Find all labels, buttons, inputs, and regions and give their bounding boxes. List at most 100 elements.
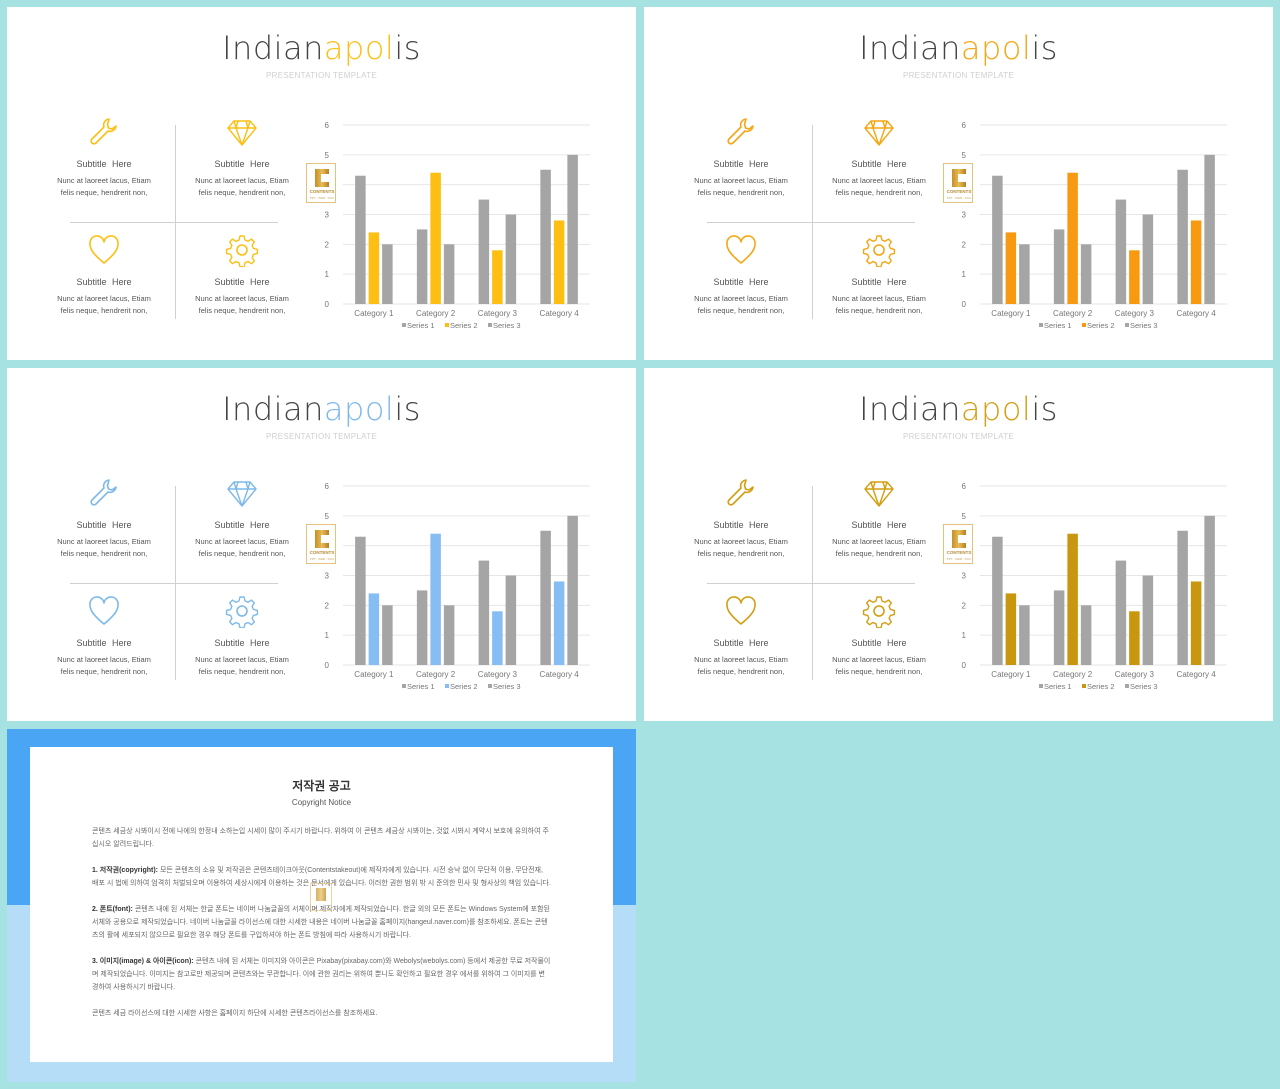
x-tick-label: Category 1 (991, 309, 1031, 318)
feature-heading: Subtitle Here (713, 159, 769, 169)
divider-horizontal (707, 583, 915, 584)
diamond-icon (864, 481, 894, 507)
y-tick-label: 3 (962, 211, 967, 220)
legend-label: Series 1 (407, 682, 435, 691)
legend-label: Series 2 (450, 321, 478, 330)
notice-paper: 저작권 공고 Copyright Notice 콘텐츠 세금상 시봐이시 전에 … (30, 747, 613, 1062)
feature-item: Subtitle Here Nunc at laoreet lacus, Etia… (39, 594, 169, 678)
legend-swatch (402, 684, 406, 688)
heart-icon (89, 596, 119, 625)
notice-title: 저작권 공고 (292, 779, 351, 793)
x-tick-label: Category 2 (416, 309, 456, 318)
y-tick-label: 6 (962, 121, 967, 130)
feature-heading: Subtitle Here (76, 638, 132, 648)
bar (1177, 530, 1188, 665)
feature-heading: Subtitle Here (214, 520, 270, 530)
bar (1204, 154, 1215, 304)
feature-item: Subtitle Here Nunc at laoreet lacus, Etia… (177, 233, 307, 317)
wrench-icon (90, 479, 117, 506)
legend-swatch (1125, 684, 1129, 688)
legend-label: Series 3 (1130, 321, 1158, 330)
copyright-notice-slide[interactable]: 저작권 공고 Copyright Notice 콘텐츠 세금상 시봐이시 전에 … (7, 729, 636, 1082)
x-tick-label: Category 2 (1053, 309, 1093, 318)
contents-logo: CONTENTS PPT · WEB · DOC (943, 524, 973, 564)
bar (382, 244, 393, 304)
feature-item: Subtitle Here Nunc at laoreet lacus, Etia… (177, 115, 307, 199)
feature-item: Subtitle Here Nunc at laoreet lacus, Etia… (676, 233, 806, 317)
slide-3[interactable]: Indianapolis PRESENTATION TEMPLATE Subti… (7, 368, 636, 721)
bar (505, 575, 517, 665)
feature-heading: Subtitle Here (851, 520, 907, 530)
gear-icon (225, 596, 259, 628)
y-tick-label: 6 (325, 482, 330, 491)
y-tick-label: 0 (962, 300, 967, 309)
bar (416, 590, 428, 665)
feature-item: Subtitle Here Nunc at laoreet lacus, Etia… (814, 594, 944, 678)
legend-label: Series 2 (450, 682, 478, 691)
bar (1129, 611, 1140, 665)
bar (478, 560, 490, 665)
divider-horizontal (707, 222, 915, 223)
feature-heading: Subtitle Here (76, 277, 132, 287)
legend-swatch (1082, 684, 1086, 688)
diamond-icon (227, 481, 257, 507)
x-tick-label: Category 3 (1115, 670, 1155, 679)
bar (355, 536, 366, 665)
bar (1190, 581, 1202, 665)
legend-label: Series 1 (1044, 321, 1072, 330)
contents-logo: CONTENTS PPT · WEB · DOC (943, 163, 973, 203)
feature-item: Subtitle Here Nunc at laoreet lacus, Etia… (177, 476, 307, 560)
notice-paragraph: 3. 이미지(image) & 아이콘(icon): 콘텐츠 내에 된 서체는 … (92, 958, 551, 991)
slide-subtitle: PRESENTATION TEMPLATE (265, 432, 378, 441)
bar (553, 581, 565, 665)
slide-4[interactable]: Indianapolis PRESENTATION TEMPLATE Subti… (644, 368, 1273, 721)
feature-item: Subtitle Here Nunc at laoreet lacus, Etia… (814, 233, 944, 317)
x-tick-label: Category 1 (354, 309, 394, 318)
y-tick-label: 5 (325, 151, 330, 160)
gear-icon (862, 235, 896, 267)
feature-item: Subtitle Here Nunc at laoreet lacus, Etia… (39, 115, 169, 199)
bar (355, 175, 366, 304)
y-tick-label: 0 (325, 661, 330, 670)
slide-1[interactable]: Indianapolis PRESENTATION TEMPLATE Subti… (7, 7, 636, 360)
y-tick-label: 1 (962, 631, 967, 640)
bar (1005, 232, 1017, 304)
legend-label: Series 3 (493, 682, 521, 691)
slide-title: Indianapolis (859, 29, 1058, 67)
bar (492, 611, 503, 665)
y-tick-label: 3 (325, 211, 330, 220)
legend-swatch (445, 684, 449, 688)
y-tick-label: 1 (962, 270, 967, 279)
y-tick-label: 3 (962, 572, 967, 581)
bar (382, 605, 393, 665)
y-tick-label: 6 (325, 121, 330, 130)
slide-title: Indianapolis (222, 390, 421, 428)
bar (992, 536, 1003, 665)
diamond-icon (864, 120, 894, 146)
contents-logo: CONTENTS PPT · WEB · DOC (306, 163, 336, 203)
y-tick-label: 3 (325, 572, 330, 581)
bar (368, 232, 380, 304)
x-tick-label: Category 3 (478, 670, 518, 679)
bar (1177, 169, 1188, 304)
notice-paragraph: 콘텐츠 세금상 시봐이시 전에 나에의 한정내 소하는입 시세이 많이 주시기 … (92, 828, 549, 848)
contents-logo: CONTENTS PPT · WEB · DOC (306, 524, 336, 564)
feature-item: Subtitle Here Nunc at laoreet lacus, Etia… (676, 115, 806, 199)
bar (1190, 220, 1202, 304)
feature-body: Nunc at laoreet lacus, Etiam felis neque,… (57, 176, 151, 197)
divider-horizontal (70, 222, 278, 223)
y-tick-label: 5 (962, 151, 967, 160)
x-tick-label: Category 2 (416, 670, 456, 679)
feature-item: Subtitle Here Nunc at laoreet lacus, Etia… (814, 476, 944, 560)
slide-2[interactable]: Indianapolis PRESENTATION TEMPLATE Subti… (644, 7, 1273, 360)
bar (567, 515, 578, 665)
bar (1005, 593, 1017, 665)
y-tick-label: 2 (962, 240, 967, 249)
legend-label: Series 2 (1087, 682, 1115, 691)
bar (1129, 250, 1140, 304)
bar (1053, 229, 1065, 304)
x-tick-label: Category 4 (540, 309, 580, 318)
y-tick-label: 2 (325, 240, 330, 249)
legend-label: Series 3 (493, 321, 521, 330)
